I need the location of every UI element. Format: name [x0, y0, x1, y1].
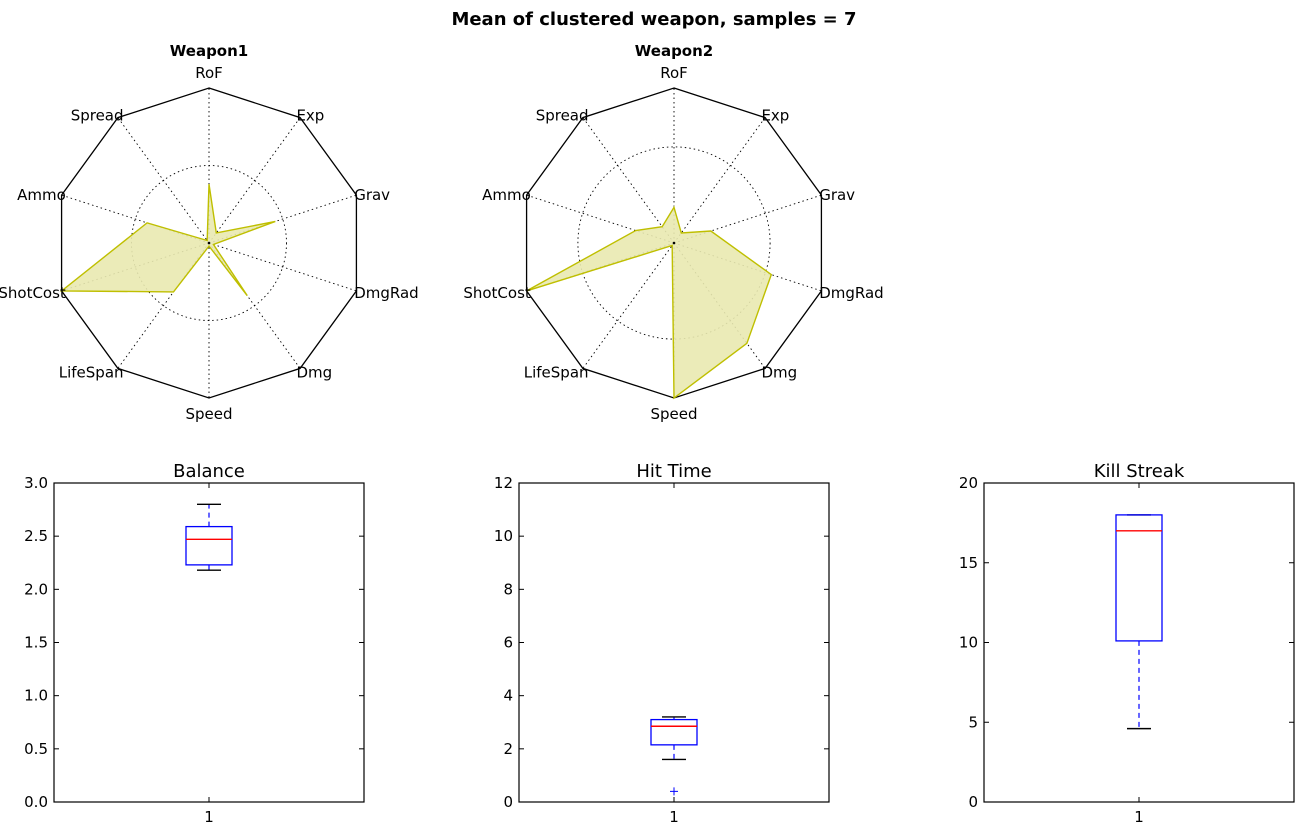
y-tick-label: 4 [503, 687, 513, 705]
x-tick-label: 1 [669, 808, 679, 826]
figure-title: Mean of clustered weapon, samples = 7 [451, 9, 856, 30]
box-iqr [1115, 514, 1163, 642]
radar-axis-label: ShotCost [463, 284, 531, 302]
radar-spoke [526, 194, 675, 244]
y-tick-label: 0.5 [24, 740, 48, 758]
y-tick-label: 1.5 [24, 634, 48, 652]
radar-axis-label: Ammo [17, 186, 66, 204]
radar-axis-label: Spread [536, 106, 589, 124]
y-tick-label: 0 [968, 793, 978, 811]
radar-axis-label: Grav [819, 186, 855, 204]
y-tick-label: 2.5 [24, 527, 48, 545]
radar-spoke [673, 117, 766, 244]
radar-spoke [673, 194, 822, 244]
radar-axis-label: ShotCost [0, 284, 66, 302]
radar-axis-label: DmgRad [354, 284, 419, 302]
y-tick-label: 12 [494, 474, 513, 492]
radar-spoke [582, 242, 675, 369]
radar-axis-label: RoF [660, 64, 688, 82]
radar-chart-weapon1: RoF Exp Grav DmgRad Dmg Speed LifeSpan ShotCost… [0, 42, 419, 423]
radar-title: Weapon2 [635, 42, 713, 60]
radar-spoke [208, 242, 357, 292]
box-chart-hit-time: 0 2 4 6 8 10 12 1 Hit Time [494, 461, 830, 826]
y-tick-label: 1.0 [24, 687, 48, 705]
y-tick-label: 10 [494, 527, 513, 545]
radar-axis-label: Dmg [761, 364, 797, 382]
box-chart-title: Kill Streak [1094, 461, 1185, 482]
radar-spoke [117, 242, 210, 369]
radar-axis-label: LifeSpan [524, 364, 589, 382]
y-tick-label: 15 [959, 554, 978, 572]
y-tick-label: 2 [503, 740, 513, 758]
radar-axis-label: Exp [761, 106, 789, 124]
y-tick-label: 6 [503, 634, 513, 652]
radar-axis-label: RoF [195, 64, 223, 82]
box-iqr [185, 525, 233, 566]
y-tick-label: 0 [503, 793, 513, 811]
outlier-marker [670, 787, 678, 796]
box-chart-balance: 0.0 0.5 1.0 1.5 2.0 2.5 3.0 1 Balance [24, 461, 365, 826]
box-chart-kill-streak: 0 5 10 15 20 1 Kill Streak [959, 461, 1295, 826]
radar-chart-weapon2: RoF Exp Grav DmgRad Dmg Speed LifeSpan ShotCost… [463, 42, 883, 423]
y-tick-label: 3.0 [24, 474, 48, 492]
radar-spoke [61, 194, 210, 244]
y-tick-label: 10 [959, 634, 978, 652]
y-tick-label: 0.0 [24, 793, 48, 811]
radar-axis-label: Grav [354, 186, 390, 204]
y-tick-label: 8 [503, 580, 513, 598]
box-iqr [650, 718, 698, 746]
y-tick-label: 2.0 [24, 580, 48, 598]
radar-axis-label: Dmg [296, 364, 332, 382]
box-chart-title: Hit Time [636, 461, 711, 482]
radar-center-dot [672, 241, 676, 245]
radar-grid-circle [577, 146, 771, 340]
radar-center-dot [207, 241, 211, 245]
box-plot-frame [53, 482, 365, 803]
radar-data-area [526, 205, 773, 400]
radar-axis-label: LifeSpan [59, 364, 124, 382]
radar-axis-label: DmgRad [819, 284, 884, 302]
radar-axis-label: Speed [185, 405, 232, 423]
radar-spoke [208, 194, 357, 244]
y-tick-label: 20 [959, 474, 978, 492]
x-tick-label: 1 [204, 808, 214, 826]
radar-axis-label: Exp [296, 106, 324, 124]
y-tick-label: 5 [968, 713, 978, 731]
radar-title: Weapon1 [170, 42, 248, 60]
radar-data-area [59, 183, 276, 297]
radar-spoke [582, 117, 675, 244]
radar-axis-label: Spread [71, 106, 124, 124]
radar-frame [60, 87, 358, 399]
chart-panels: RoF Exp Grav DmgRad Dmg Speed LifeSpan ShotCost… [0, 42, 1295, 826]
radar-axis-label: Ammo [482, 186, 531, 204]
box-chart-title: Balance [173, 461, 245, 482]
radar-axis-label: Speed [650, 405, 697, 423]
radar-spoke [208, 117, 301, 244]
x-tick-label: 1 [1134, 808, 1144, 826]
